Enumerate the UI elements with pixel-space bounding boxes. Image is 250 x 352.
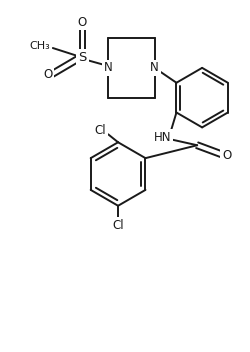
Text: CH₃: CH₃: [29, 41, 50, 51]
Text: N: N: [104, 61, 112, 74]
Text: S: S: [78, 51, 87, 64]
Text: Cl: Cl: [94, 124, 106, 137]
Text: O: O: [78, 16, 87, 29]
Text: O: O: [222, 149, 232, 162]
Text: HN: HN: [154, 131, 171, 144]
Text: O: O: [43, 68, 52, 81]
Text: Cl: Cl: [112, 219, 124, 232]
Text: N: N: [150, 61, 159, 74]
Text: N: N: [104, 61, 112, 74]
